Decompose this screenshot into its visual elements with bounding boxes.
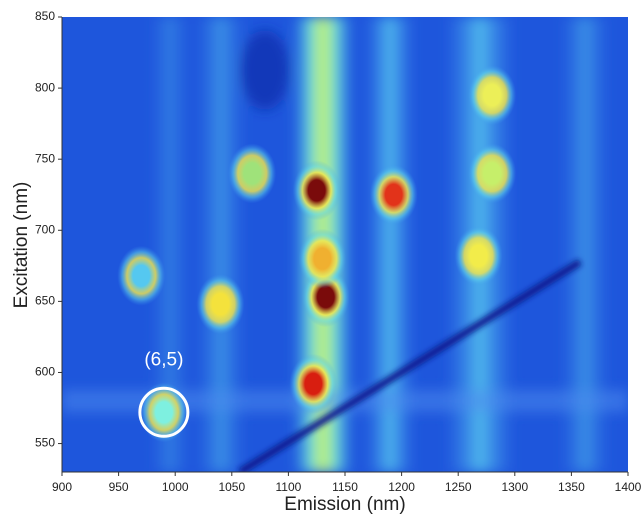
y-tick-label: 850: [35, 9, 55, 23]
x-tick-label: 950: [109, 480, 129, 494]
spot: [139, 382, 188, 443]
spot: [117, 245, 166, 306]
x-axis-label: Emission (nm): [284, 494, 405, 515]
y-tick-label: 650: [35, 294, 55, 308]
spot: [228, 143, 277, 204]
annotation-label: (6,5): [144, 349, 183, 370]
spot: [454, 225, 503, 286]
annotation-circle: [138, 386, 190, 438]
x-tick-label: 1350: [558, 480, 585, 494]
y-tick-label: 600: [35, 365, 55, 379]
x-tick-label: 1400: [615, 480, 641, 494]
scatter-line: [238, 259, 582, 472]
y-axis-label: Excitation (nm): [11, 182, 32, 309]
plot-area: [62, 17, 628, 472]
y-tick-label: 700: [35, 222, 55, 236]
x-tick-label: 1150: [332, 480, 358, 494]
y-tick-label: 800: [35, 80, 55, 94]
x-tick-label: 900: [52, 480, 72, 494]
x-tick-label: 1250: [445, 480, 472, 494]
y-tick-label: 750: [35, 151, 55, 165]
spot: [289, 353, 338, 414]
x-tick-label: 1000: [162, 480, 189, 494]
spot: [468, 143, 517, 204]
spots: [117, 65, 517, 443]
spot: [292, 160, 341, 221]
spot: [196, 274, 245, 335]
y-tick-label: 550: [35, 436, 55, 450]
x-tick-label: 1300: [501, 480, 528, 494]
x-tick-label: 1200: [388, 480, 415, 494]
x-tick-label: 1050: [218, 480, 245, 494]
spot: [468, 65, 517, 126]
spot: [298, 228, 347, 289]
spot: [369, 164, 418, 225]
x-tick-label: 1100: [275, 480, 301, 494]
